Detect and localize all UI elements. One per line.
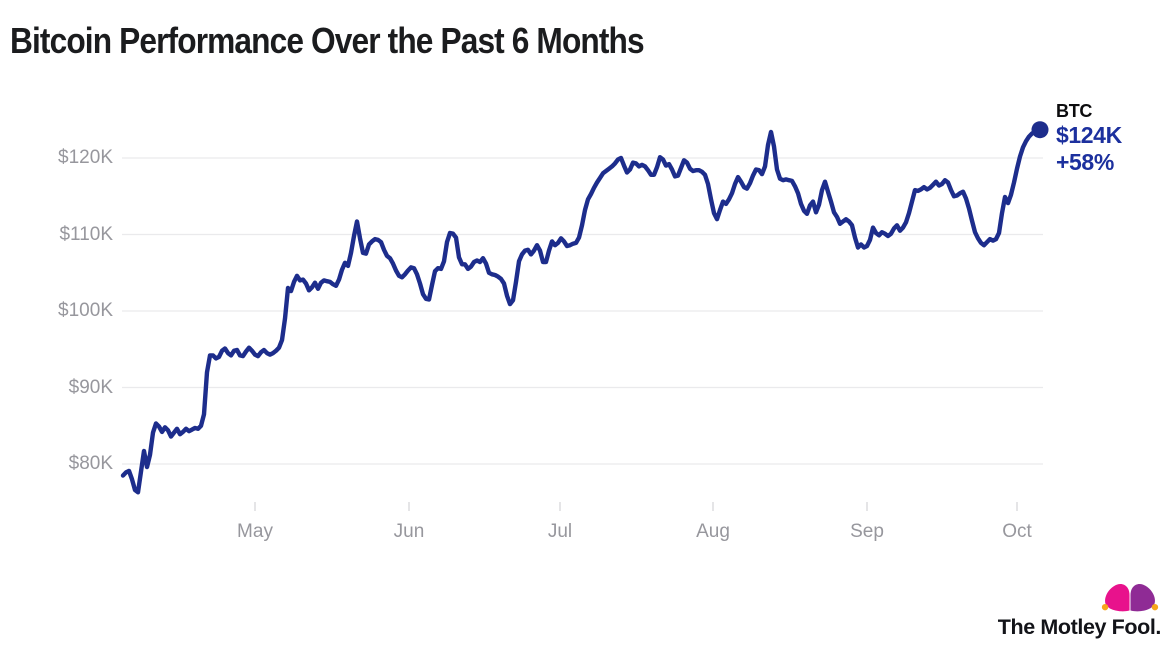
x-axis-label: Aug bbox=[696, 521, 730, 542]
motley-fool-logo: The Motley Fool. bbox=[963, 580, 1163, 642]
y-axis-label: $90K bbox=[68, 376, 113, 398]
btc-price-line bbox=[120, 127, 1043, 495]
series-end-label: BTC $124K +58% bbox=[1056, 101, 1122, 176]
y-axis-label: $120K bbox=[58, 147, 113, 168]
latest-point-marker bbox=[1031, 121, 1049, 139]
logo-text: The Motley Fool. bbox=[997, 615, 1162, 639]
y-axis-label: $100K bbox=[58, 300, 113, 321]
jester-cap-icon bbox=[1101, 583, 1159, 612]
cap-ball-left bbox=[1101, 603, 1109, 611]
chart-title: Bitcoin Performance Over the Past 6 Mont… bbox=[10, 20, 645, 61]
y-axis-label: $80K bbox=[68, 453, 113, 474]
latest-price: $124K bbox=[1056, 122, 1122, 149]
x-axis-label: Oct bbox=[1002, 521, 1032, 542]
x-axis-label: Jul bbox=[547, 521, 573, 542]
cap-right-lobe bbox=[1130, 583, 1155, 612]
cap-ball-right bbox=[1151, 603, 1159, 611]
x-axis-label: Jun bbox=[393, 521, 425, 542]
y-axis-label: $110K bbox=[59, 223, 113, 245]
x-axis-label: May bbox=[237, 521, 273, 542]
percent-change: +58% bbox=[1056, 149, 1114, 176]
series-symbol: BTC bbox=[1056, 101, 1093, 121]
cap-left-lobe bbox=[1105, 583, 1130, 612]
x-axis-label: Sep bbox=[850, 521, 884, 542]
